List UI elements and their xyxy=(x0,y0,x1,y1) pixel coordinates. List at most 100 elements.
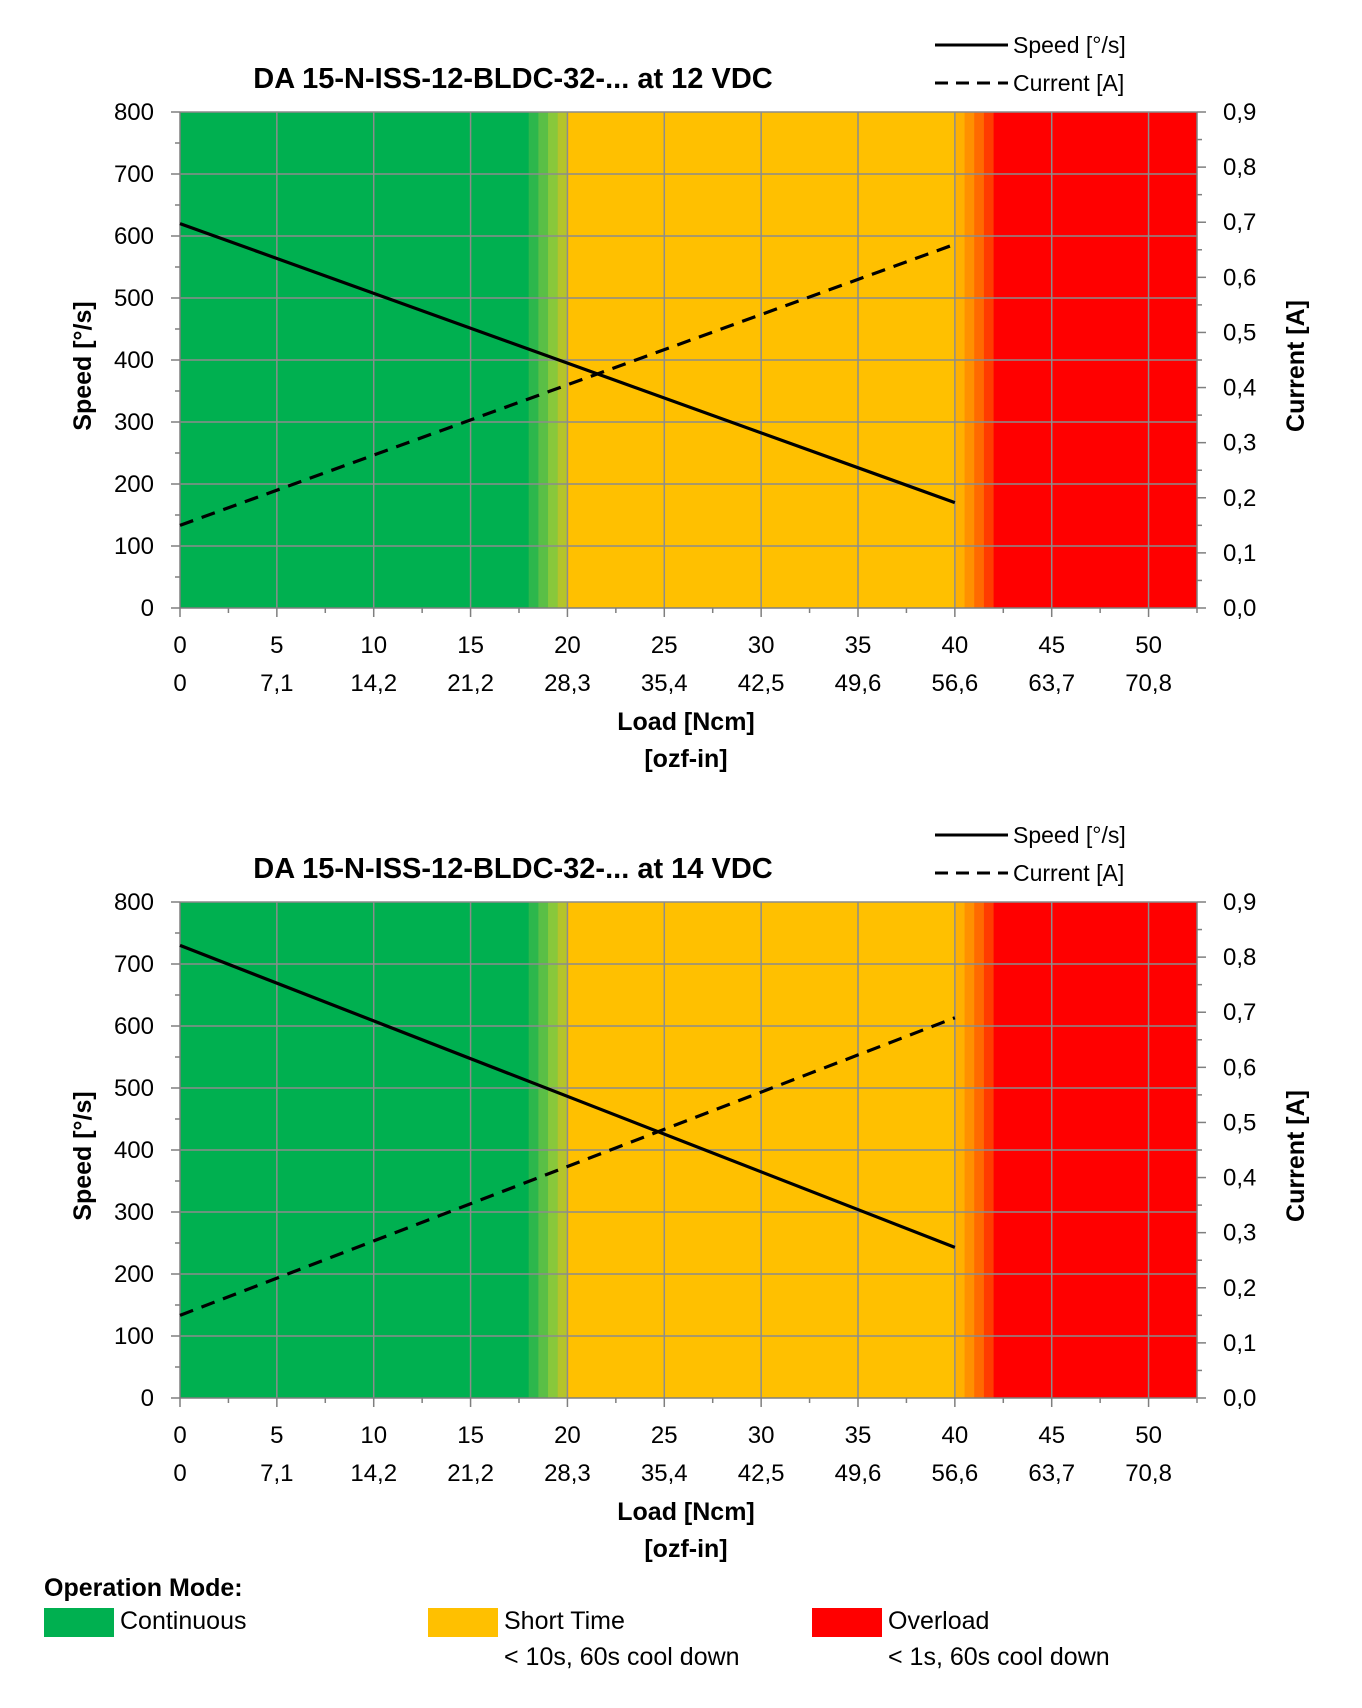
x-tick-label: 30 xyxy=(748,1422,775,1449)
y2-tick-label: 0,8 xyxy=(1223,944,1256,971)
y2-tick-label: 0,7 xyxy=(1223,209,1256,236)
speed-series-line xyxy=(179,222,956,505)
chart-14vdc: 01002003004005006007008000,00,10,20,30,4… xyxy=(69,822,1310,1563)
x-tick-label: 45 xyxy=(1038,1422,1065,1449)
y-tick-label: 600 xyxy=(114,223,154,250)
x-axis-label: Load [Ncm] xyxy=(617,708,755,736)
y-tick-label: 100 xyxy=(114,1323,154,1350)
x-tick-label: 10 xyxy=(360,1422,387,1449)
x2-tick-label: 42,5 xyxy=(738,670,785,697)
y2-tick-label: 0,6 xyxy=(1223,264,1256,291)
x2-tick-label: 42,5 xyxy=(738,1460,785,1487)
x2-tick-label: 35,4 xyxy=(641,1460,688,1487)
x-tick-label: 15 xyxy=(457,632,484,659)
y2-tick-label: 0,0 xyxy=(1223,595,1256,622)
x2-tick-label: 28,3 xyxy=(544,670,591,697)
y-tick-label: 300 xyxy=(114,1199,154,1226)
y-tick-label: 500 xyxy=(114,285,154,312)
chart-title: DA 15-N-ISS-12-BLDC-32-... at 12 VDC xyxy=(253,63,772,95)
x-tick-label: 0 xyxy=(173,1422,186,1449)
y2-axis-label: Current [A] xyxy=(1282,1090,1310,1222)
y2-tick-label: 0,4 xyxy=(1223,375,1256,402)
x-tick-label: 25 xyxy=(651,632,678,659)
operation-mode-legend: Operation Mode: Continuous Short Time < … xyxy=(0,1560,1362,1708)
x-tick-label: 5 xyxy=(270,1422,283,1449)
legend-current-label: Current [A] xyxy=(1013,70,1124,96)
y2-tick-label: 0,5 xyxy=(1223,319,1256,346)
x2-tick-label: 35,4 xyxy=(641,670,688,697)
y2-tick-label: 0,9 xyxy=(1223,889,1256,916)
chart-title: DA 15-N-ISS-12-BLDC-32-... at 14 VDC xyxy=(253,853,772,885)
y2-tick-label: 0,5 xyxy=(1223,1109,1256,1136)
x2-tick-label: 49,6 xyxy=(835,1460,882,1487)
y2-tick-label: 0,8 xyxy=(1223,154,1256,181)
x-tick-label: 25 xyxy=(651,1422,678,1449)
y2-tick-label: 0,0 xyxy=(1223,1385,1256,1412)
operation-mode-title: Operation Mode: xyxy=(44,1574,243,1602)
y2-tick-label: 0,2 xyxy=(1223,1275,1256,1302)
y2-tick-label: 0,7 xyxy=(1223,999,1256,1026)
legend-speed-label: Speed [°/s] xyxy=(1013,32,1126,58)
x2-axis-label: [ozf-in] xyxy=(644,1535,727,1563)
x-tick-label: 40 xyxy=(942,632,969,659)
y2-tick-label: 0,1 xyxy=(1223,540,1256,567)
y2-tick-label: 0,1 xyxy=(1223,1330,1256,1357)
x2-tick-label: 14,2 xyxy=(350,1460,397,1487)
y-tick-label: 700 xyxy=(114,951,154,978)
x2-tick-label: 21,2 xyxy=(447,1460,494,1487)
x-tick-label: 50 xyxy=(1135,1422,1162,1449)
y2-tick-label: 0,4 xyxy=(1223,1165,1256,1192)
y-tick-label: 0 xyxy=(141,1385,154,1412)
x2-axis-label: [ozf-in] xyxy=(644,745,727,773)
y2-tick-label: 0,3 xyxy=(1223,430,1256,457)
y2-tick-label: 0,9 xyxy=(1223,99,1256,126)
overload-description: < 1s, 60s cool down xyxy=(888,1643,1110,1671)
y-tick-label: 400 xyxy=(114,1137,154,1164)
continuous-label: Continuous xyxy=(120,1607,247,1635)
x2-tick-label: 7,1 xyxy=(260,670,293,697)
short-time-description: < 10s, 60s cool down xyxy=(504,1643,740,1671)
overload-swatch xyxy=(812,1608,882,1637)
x-axis-label: Load [Ncm] xyxy=(617,1498,755,1526)
y-tick-label: 800 xyxy=(114,99,154,126)
y-tick-label: 500 xyxy=(114,1075,154,1102)
x-tick-label: 35 xyxy=(845,1422,872,1449)
x2-tick-label: 56,6 xyxy=(931,670,978,697)
y-tick-label: 800 xyxy=(114,889,154,916)
overload-label: Overload xyxy=(888,1607,990,1635)
current-series-line xyxy=(179,1016,956,1317)
y-axis-label: Speed [°/s] xyxy=(69,1091,97,1220)
x-tick-label: 0 xyxy=(173,632,186,659)
y-tick-label: 700 xyxy=(114,161,154,188)
y-tick-label: 400 xyxy=(114,347,154,374)
short-time-swatch xyxy=(428,1608,498,1637)
y-tick-label: 300 xyxy=(114,409,154,436)
y-tick-label: 200 xyxy=(114,471,154,498)
y-tick-label: 200 xyxy=(114,1261,154,1288)
x-tick-label: 35 xyxy=(845,632,872,659)
x2-tick-label: 7,1 xyxy=(260,1460,293,1487)
x2-tick-label: 63,7 xyxy=(1028,670,1075,697)
x2-tick-label: 21,2 xyxy=(447,670,494,697)
x2-tick-label: 56,6 xyxy=(931,1460,978,1487)
y2-axis-label: Current [A] xyxy=(1282,300,1310,432)
x2-tick-label: 49,6 xyxy=(835,670,882,697)
x-tick-label: 5 xyxy=(270,632,283,659)
chart-12vdc: 01002003004005006007008000,00,10,20,30,4… xyxy=(69,32,1310,773)
y-tick-label: 100 xyxy=(114,533,154,560)
x-tick-label: 20 xyxy=(554,1422,581,1449)
y-axis-label: Speed [°/s] xyxy=(69,301,97,430)
x-tick-label: 20 xyxy=(554,632,581,659)
x2-tick-label: 28,3 xyxy=(544,1460,591,1487)
y2-tick-label: 0,2 xyxy=(1223,485,1256,512)
x-tick-label: 15 xyxy=(457,1422,484,1449)
x2-tick-label: 70,8 xyxy=(1125,670,1172,697)
y-tick-label: 600 xyxy=(114,1013,154,1040)
short-time-label: Short Time xyxy=(504,1607,625,1635)
x-tick-label: 45 xyxy=(1038,632,1065,659)
x2-tick-label: 0 xyxy=(173,670,186,697)
x2-tick-label: 14,2 xyxy=(350,670,397,697)
x2-tick-label: 0 xyxy=(173,1460,186,1487)
legend-speed-label: Speed [°/s] xyxy=(1013,822,1126,848)
x2-tick-label: 70,8 xyxy=(1125,1460,1172,1487)
